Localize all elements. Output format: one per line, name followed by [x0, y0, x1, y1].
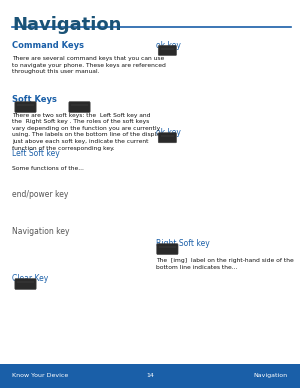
- Text: 14: 14: [146, 374, 154, 378]
- FancyBboxPatch shape: [158, 133, 176, 143]
- Text: Left Soft key: Left Soft key: [12, 149, 60, 158]
- Text: Some functions of the...: Some functions of the...: [12, 166, 84, 171]
- Text: There are several command keys that you can use
to navigate your phone. These ke: There are several command keys that you …: [12, 56, 166, 74]
- FancyBboxPatch shape: [157, 244, 178, 255]
- Text: Clear Key: Clear Key: [12, 274, 48, 282]
- Text: The  [img]  label on the right-hand side of the
bottom line indicates the...: The [img] label on the right-hand side o…: [156, 258, 294, 270]
- Text: Navigation: Navigation: [254, 374, 288, 378]
- FancyBboxPatch shape: [158, 45, 176, 55]
- Text: Navigation: Navigation: [12, 16, 122, 33]
- FancyBboxPatch shape: [15, 102, 36, 113]
- Text: Command Keys: Command Keys: [12, 41, 84, 50]
- Text: Right Soft key: Right Soft key: [156, 239, 210, 248]
- Text: Know Your Device: Know Your Device: [12, 374, 68, 378]
- FancyBboxPatch shape: [69, 102, 90, 113]
- Text: Soft Keys: Soft Keys: [12, 95, 57, 104]
- Text: Navigation key: Navigation key: [12, 227, 70, 236]
- Bar: [0, 364, 300, 388]
- Text: ok key: ok key: [156, 128, 181, 137]
- Text: end/power key: end/power key: [12, 190, 68, 199]
- Text: There are two soft keys: the  Left Soft key and
the  Right Soft key . The roles : There are two soft keys: the Left Soft k…: [12, 113, 165, 151]
- FancyBboxPatch shape: [15, 279, 36, 289]
- Text: ok key: ok key: [156, 41, 181, 50]
